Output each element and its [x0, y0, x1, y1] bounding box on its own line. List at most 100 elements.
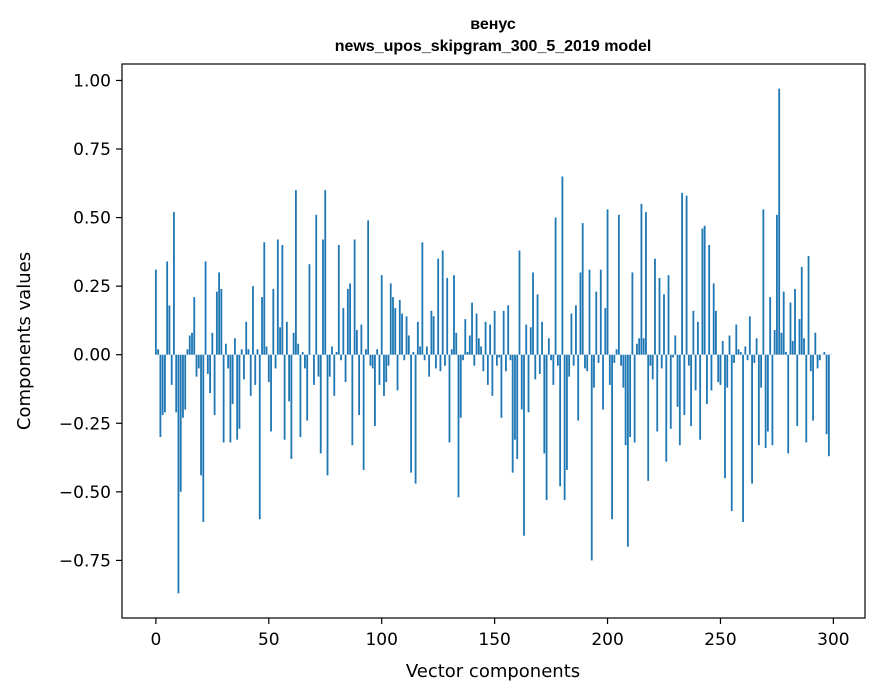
bar-65 [301, 351, 304, 355]
bar-222 [656, 354, 659, 432]
bar-232 [678, 354, 681, 446]
bar-234 [683, 354, 686, 416]
x-tick-label: 100 [365, 630, 397, 650]
bar-4 [164, 354, 166, 413]
bar-95 [369, 354, 372, 366]
bar-248 [715, 310, 717, 355]
bar-195 [595, 291, 598, 355]
bar-21 [202, 354, 205, 523]
bar-143 [477, 338, 480, 355]
bar-216 [642, 338, 645, 355]
bar-227 [667, 275, 670, 355]
bar-273 [771, 354, 774, 446]
bar-220 [651, 354, 654, 380]
bar-178 [556, 354, 559, 366]
bar-162 [520, 354, 523, 410]
bar-196 [597, 354, 600, 363]
bar-181 [563, 354, 566, 501]
bar-212 [633, 354, 636, 443]
bar-117 [419, 346, 422, 355]
bar-26 [213, 354, 216, 416]
bar-112 [407, 335, 410, 355]
bar-36 [236, 354, 239, 440]
bar-201 [608, 354, 611, 385]
bar-153 [500, 354, 503, 418]
bar-60 [290, 354, 293, 459]
bar-205 [617, 214, 620, 355]
bar-140 [471, 302, 473, 355]
bar-64 [299, 354, 302, 437]
y-tick-label: 0.00 [73, 346, 111, 366]
bar-92 [362, 354, 365, 470]
y-tick-label: 1.00 [73, 71, 111, 91]
bar-49 [265, 346, 268, 355]
bar-146 [484, 321, 487, 355]
bar-189 [581, 223, 584, 355]
bar-90 [358, 354, 361, 416]
bar-245 [708, 245, 711, 355]
bar-75 [324, 190, 327, 355]
bar-288 [805, 354, 808, 443]
bar-66 [304, 354, 306, 369]
bar-166 [529, 327, 532, 355]
bar-176 [552, 354, 555, 385]
bar-194 [593, 354, 595, 388]
bar-168 [534, 354, 537, 380]
bar-144 [480, 346, 482, 355]
bar-80 [335, 351, 338, 355]
bar-281 [789, 302, 792, 355]
bar-278 [782, 291, 785, 355]
bar-79 [333, 354, 336, 396]
bar-171 [541, 321, 543, 355]
bar-198 [602, 354, 604, 410]
bar-169 [536, 294, 539, 355]
bar-282 [791, 341, 794, 355]
bar-160 [516, 354, 519, 459]
bar-208 [624, 354, 627, 446]
bar-229 [672, 354, 674, 358]
bar-61 [292, 332, 295, 355]
bar-113 [410, 354, 412, 473]
bar-104 [389, 283, 392, 355]
bar-106 [394, 308, 397, 355]
bar-226 [665, 354, 668, 462]
bar-204 [615, 349, 618, 355]
bar-102 [385, 354, 388, 383]
x-tick-label: 300 [817, 630, 849, 650]
bar-231 [676, 354, 679, 407]
bar-186 [575, 305, 577, 355]
bar-130 [448, 354, 451, 443]
bar-154 [502, 310, 505, 355]
bar-202 [611, 354, 613, 520]
bar-177 [554, 217, 557, 355]
bar-244 [706, 354, 708, 405]
bar-207 [622, 354, 625, 388]
y-tick-label: 0.25 [73, 277, 111, 297]
bar-235 [685, 195, 688, 355]
bar-9 [175, 354, 178, 413]
bar-190 [584, 354, 586, 369]
bar-260 [742, 354, 744, 523]
bar-42 [249, 354, 252, 396]
bar-256 [733, 354, 735, 363]
bar-126 [439, 354, 442, 372]
x-tick-label: 50 [258, 630, 280, 650]
bar-287 [803, 338, 805, 355]
bar-48 [263, 242, 266, 355]
bar-223 [658, 277, 661, 355]
bar-174 [547, 338, 550, 355]
bar-3 [161, 354, 164, 416]
x-axis-ticks: 0 50 100 150 200 250 300 [150, 618, 850, 650]
bar-263 [748, 316, 751, 355]
bar-148 [489, 324, 492, 355]
bar-6 [168, 305, 171, 355]
bar-297 [825, 354, 828, 435]
bar-59 [288, 354, 291, 402]
bar-31 [224, 343, 227, 355]
bar-294 [818, 354, 821, 361]
bar-93 [365, 349, 367, 355]
bar-149 [491, 354, 494, 396]
bar-157 [509, 354, 512, 361]
bar-219 [649, 354, 652, 366]
